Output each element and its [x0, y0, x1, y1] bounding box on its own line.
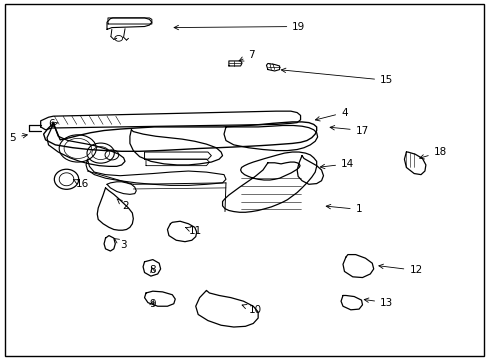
Text: 5: 5 — [10, 133, 27, 143]
Text: 19: 19 — [174, 22, 305, 32]
Text: 9: 9 — [149, 299, 156, 309]
Text: 13: 13 — [364, 298, 392, 308]
Text: 11: 11 — [185, 226, 201, 236]
Text: 16: 16 — [73, 179, 89, 189]
Text: 4: 4 — [315, 108, 347, 121]
Text: 12: 12 — [378, 264, 422, 275]
Text: 10: 10 — [242, 305, 261, 315]
Text: 14: 14 — [320, 159, 354, 169]
Text: 17: 17 — [329, 126, 368, 135]
Text: 15: 15 — [281, 68, 392, 85]
Text: 6: 6 — [48, 120, 58, 129]
Text: 1: 1 — [325, 204, 362, 215]
Text: 2: 2 — [117, 199, 128, 211]
Text: 7: 7 — [239, 50, 255, 61]
Text: 3: 3 — [114, 239, 126, 249]
Text: 8: 8 — [149, 265, 156, 275]
Text: 18: 18 — [419, 147, 446, 159]
